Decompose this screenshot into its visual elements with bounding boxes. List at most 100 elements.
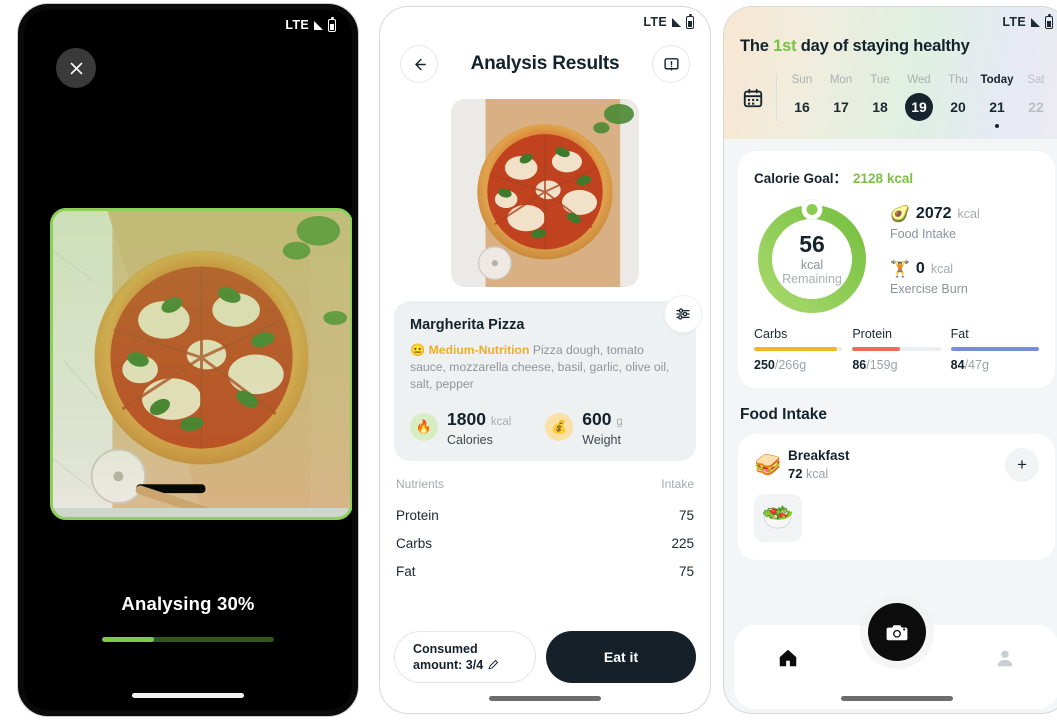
day-strip: Sun 16 Mon 17 Tue 18 Wed 19 Thu 20 Today 21 Sat 22 [740,74,1053,128]
day-item[interactable]: Tue 18 [863,74,897,121]
macro-item: Fat 84/47g [950,327,1039,372]
exercise-burn-stat: 🏋️ 0 kcal Exercise Burn [890,259,1039,296]
calorie-ring: 56 kcal Remaining [754,200,870,317]
report-button[interactable] [652,45,690,83]
nutrient-intake: 75 [678,508,694,523]
macro-name: Protein [852,327,892,341]
phone-screen-analysis: LTE Analysis Results [380,7,710,713]
macro-name: Carbs [754,327,788,341]
side-stats: 🥑 2072 kcal Food Intake 🏋️ 0 kcal Exerci… [886,204,1039,314]
macro-track [754,347,843,351]
day-number: 22 [1028,99,1044,115]
day-name: Thu [948,74,968,86]
calorie-ring-row: 56 kcal Remaining 🥑 2072 kcal Food Intak… [754,200,1039,317]
analysing-label: Analysing 30% [121,593,255,614]
meal-name: Breakfast [788,448,850,463]
calendar-button[interactable] [740,85,766,111]
camera-icon [886,625,907,641]
consumed-line2: amount: 3/4 [413,658,484,672]
back-button[interactable] [400,45,438,83]
macro-current: 84 [950,357,965,372]
nutrition-tag: Medium-Nutrition [428,343,530,357]
tab-profile[interactable] [970,647,1040,669]
headline-suffix: day of staying healthy [796,37,970,55]
profile-icon [997,650,1013,667]
food-description: 😐 Medium-Nutrition Pizza dough, tomato s… [410,342,680,393]
weight-stat: 💰 600 g Weight [545,409,623,447]
day-item[interactable]: Mon 17 [824,74,858,121]
macro-value: 84/47g [951,358,1039,372]
nutrient-row: Carbs 225 [396,523,694,551]
macro-track [852,347,941,351]
back-arrow-icon [414,58,426,70]
network-label: LTE [285,18,309,32]
day-item[interactable]: Thu 20 [941,74,975,121]
nutrient-intake: 75 [678,564,694,579]
nutrients-table: Nutrients Intake Protein 75 Carbs 225 Fat 75 [396,477,694,579]
macro-fill [852,347,901,351]
scan-frame [50,208,352,520]
exercise-burn-unit: kcal [930,262,954,276]
day-item[interactable]: Sun 16 [785,74,819,121]
meal-thumbnail[interactable]: 🥗 [754,493,802,542]
day-name: Sat [1027,74,1045,86]
food-stats: 🔥 1800 kcal Calories 💰 600 g Weight [410,409,680,447]
meal-row: 🥪 Breakfast 72 kcal + [754,447,1039,482]
signal-icon [672,17,681,27]
add-food-button[interactable]: + [1005,447,1039,482]
food-summary-card: Margherita Pizza 😐 Medium-Nutrition Pizz… [394,295,702,461]
calorie-goal-line: Calorie Goal： 2128 kcal [754,167,1039,187]
day-item[interactable]: Wed 19 [902,74,936,121]
food-name: Margherita Pizza [410,317,525,333]
weight-value: 600 [582,409,612,429]
day-name: Tue [870,74,890,86]
weight-label: Weight [582,433,621,447]
day-number: 19 [905,93,933,121]
phone-screen-camera: LTE [18,4,358,716]
macro-target: /266g [774,357,807,372]
day-number: 16 [794,99,810,115]
day-item[interactable]: Sat 22 [1019,74,1053,121]
food-intake-stat: 🥑 2072 kcal Food Intake [890,204,1039,241]
col-nutrients: Nutrients [396,477,445,491]
close-button[interactable] [56,48,96,88]
section-title-food-intake: Food Intake [740,405,827,423]
ring-unit: kcal [800,258,824,272]
meal-card-breakfast[interactable]: 🥪 Breakfast 72 kcal + 🥗 [738,433,1055,560]
consumed-amount-button[interactable]: Consumed amount: 3/4 [394,631,536,683]
dashboard-header: The 1st day of staying healthy Sun 16 Mon 1… [724,7,1057,139]
calorie-goal-label: Calorie Goal： [754,171,848,186]
consumed-line1: Consumed [413,642,478,656]
calendar-icon [743,88,763,107]
meal-kcal-value: 72 [788,466,803,481]
meal-kcal: 72 kcal [788,466,1005,481]
meal-info: Breakfast 72 kcal [788,448,1005,481]
macros-row: Carbs 250/266g Protein 86/159g Fat 84/47g [754,327,1039,372]
food-intake-label: Food Intake [890,227,957,241]
sliders-icon [676,308,690,320]
day-name: Today [980,74,1014,86]
today-dot [995,124,999,128]
analysis-header: Analysis Results [380,29,710,99]
macro-target: /47g [964,357,989,372]
status-bar: LTE [1002,13,1053,29]
headline-prefix: The [740,37,774,55]
calories-unit: kcal [490,416,512,428]
day-name: Sun [791,74,813,86]
adjust-button[interactable] [664,295,702,333]
camera-fab-button[interactable] [867,603,926,661]
macro-target: /159g [866,357,898,372]
ring-caption: Remaining [782,272,842,286]
calorie-goal-value: 2128 kcal [853,171,914,186]
nutrition-tag-emoji: 😐 [410,343,426,357]
day-item[interactable]: Today 21 [980,74,1014,128]
weight-unit: g [616,416,623,428]
calories-label: Calories [447,433,493,447]
tab-home[interactable] [753,647,823,669]
battery-icon [328,16,336,32]
nutrient-intake: 225 [671,536,694,551]
eat-it-button[interactable]: Eat it [546,631,696,683]
signal-icon [314,20,323,30]
scan-overlay-tint [53,211,350,517]
